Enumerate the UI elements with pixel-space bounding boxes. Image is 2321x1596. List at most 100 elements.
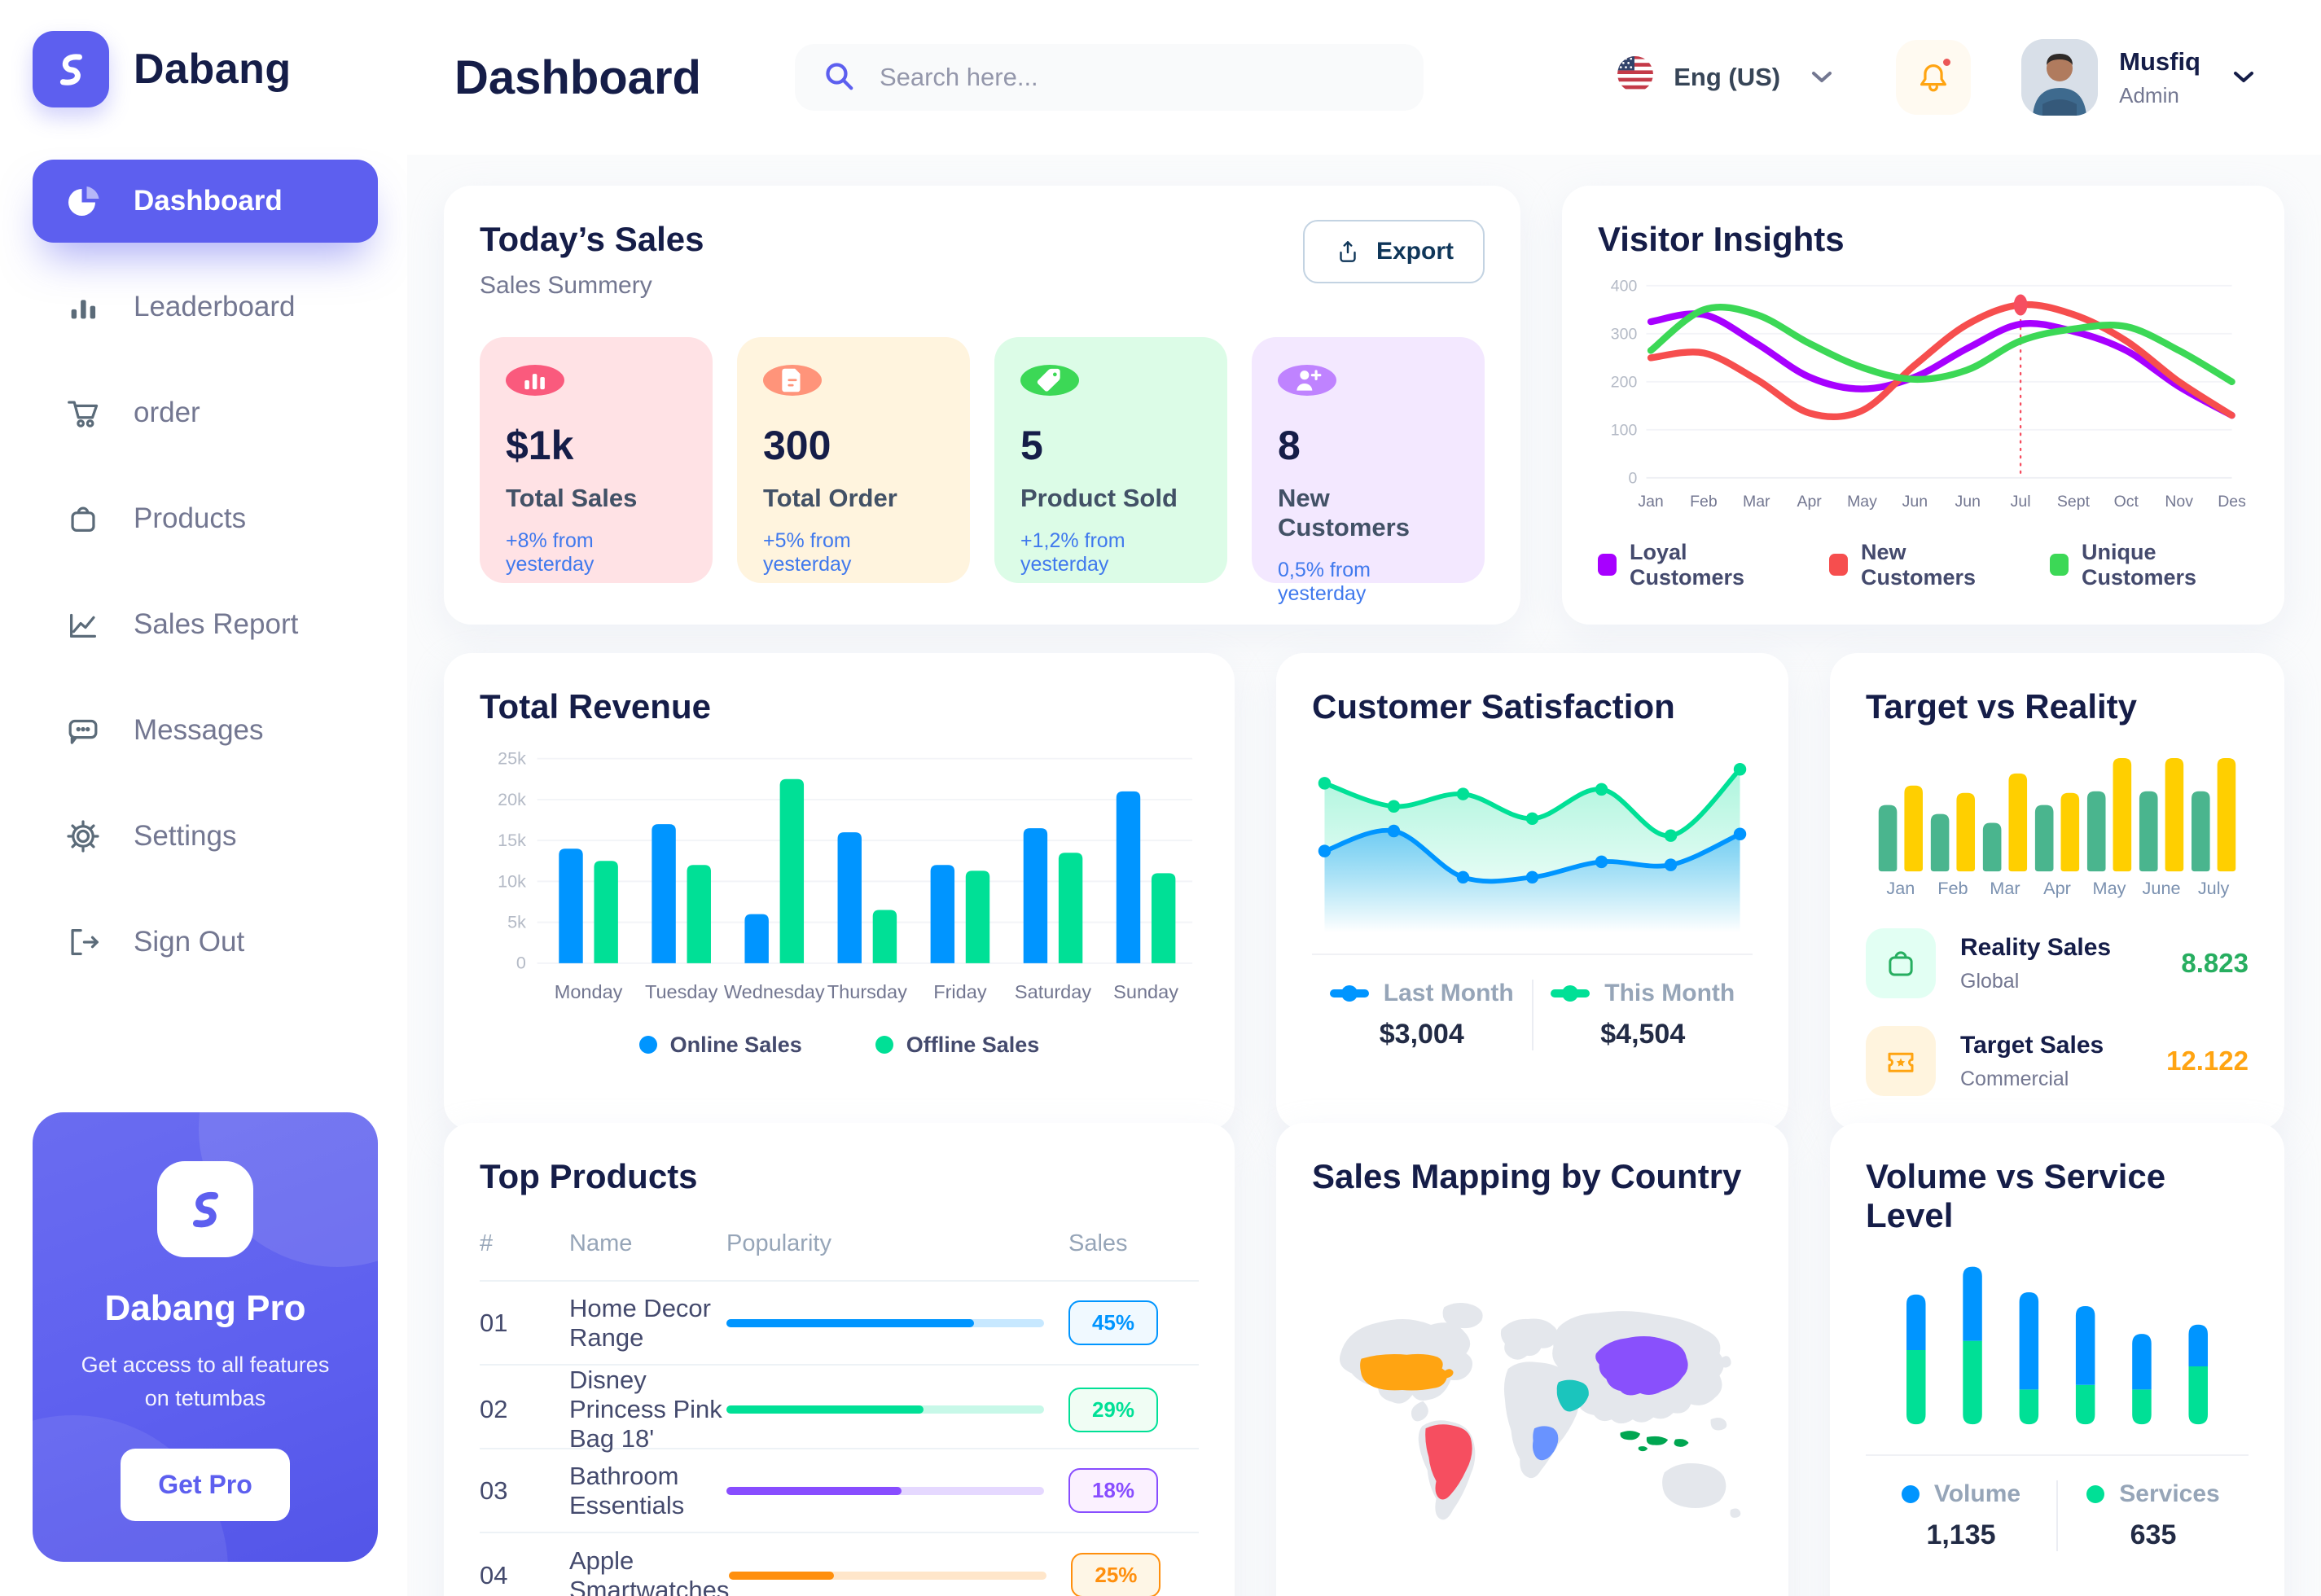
svg-text:Mar: Mar: [1743, 493, 1770, 511]
sidebar-item-dashboard[interactable]: Dashboard: [33, 160, 378, 243]
svg-text:15k: 15k: [498, 830, 526, 850]
user-menu[interactable]: Musfiq Admin: [2021, 39, 2254, 116]
svg-text:Oct: Oct: [2114, 493, 2139, 511]
top-bar: Dashboard Eng (US): [407, 0, 2321, 155]
popularity-bar: [726, 1405, 1044, 1414]
sidebar-item-label: Messages: [134, 714, 264, 746]
notifications-button[interactable]: [1896, 40, 1972, 115]
message-icon: [62, 709, 104, 752]
target-vs-reality-legend: Reality Sales Global 8.823 Target Sales: [1866, 901, 2249, 1097]
svg-text:5k: 5k: [507, 911, 526, 932]
world-map: [1312, 1204, 1753, 1596]
pro-logo-icon: [157, 1161, 253, 1257]
volume-service-title: Volume vs Service Level: [1866, 1157, 2166, 1234]
country-china: [1595, 1336, 1688, 1396]
tag-icon: [1020, 365, 1079, 396]
customer-satisfaction-legend: Last Month $3,004 This Month $4,504: [1312, 954, 1753, 1051]
main-area: Dashboard Eng (US): [407, 0, 2321, 1596]
country-united-states: [1360, 1353, 1454, 1391]
svg-text:Jan: Jan: [1638, 493, 1663, 511]
todays-sales-subtitle: Sales Summery: [480, 272, 652, 299]
stat-cards: $1k Total Sales +8% from yesterday 300 T…: [480, 337, 1485, 605]
user-name: Musfiq: [2119, 46, 2200, 76]
pro-upgrade-card: Dabang Pro Get access to all features on…: [33, 1112, 378, 1562]
sidebar-item-settings[interactable]: Settings: [33, 795, 378, 878]
sidebar: Dabang Dashboard Leaderboard order: [0, 0, 407, 1596]
top-products-card: Top Products # Name Popularity Sales 01 …: [444, 1123, 1235, 1596]
svg-text:Friday: Friday: [933, 981, 987, 1002]
svg-text:Sept: Sept: [2057, 493, 2091, 511]
gear-icon: [62, 815, 104, 857]
search-input[interactable]: [877, 62, 1397, 93]
target-vs-reality-title: Target vs Reality: [1866, 687, 2138, 726]
sidebar-item-messages[interactable]: Messages: [33, 689, 378, 772]
svg-text:200: 200: [1611, 373, 1638, 391]
sales-bars-icon: [506, 365, 564, 396]
sidebar-item-sales-report[interactable]: Sales Report: [33, 583, 378, 666]
sidebar-item-label: Settings: [134, 820, 237, 852]
us-flag-icon: [1617, 55, 1654, 99]
total-revenue-card: Total Revenue 0 5k 10k 15k 20k 25k Monday Tuesd…: [444, 653, 1235, 1131]
svg-text:25k: 25k: [498, 748, 526, 769]
volume-service-chart: [1866, 1256, 2249, 1433]
chevron-down-icon: [1811, 70, 1832, 85]
export-button[interactable]: Export: [1302, 220, 1485, 283]
sidebar-item-order[interactable]: order: [33, 371, 378, 454]
customer-satisfaction-chart: [1312, 748, 1753, 933]
svg-text:Jun: Jun: [1955, 493, 1981, 511]
svg-text:Wednesday: Wednesday: [724, 981, 825, 1002]
svg-text:400: 400: [1611, 277, 1638, 295]
sidebar-item-products[interactable]: Products: [33, 477, 378, 560]
sidebar-item-label: Dashboard: [134, 185, 283, 217]
svg-text:Apr: Apr: [1797, 493, 1822, 511]
country-dr-congo: [1532, 1426, 1559, 1461]
services-total: 635: [2130, 1519, 2177, 1550]
popularity-bar: [726, 1486, 1044, 1495]
bar-chart-icon: [62, 286, 104, 328]
sales-badge: 29%: [1068, 1387, 1158, 1432]
sidebar-item-label: order: [134, 397, 200, 428]
sidebar-item-label: Leaderboard: [134, 291, 296, 322]
table-row: 04 Apple Smartwatches 25%: [480, 1533, 1199, 1596]
stat-total-order: 300 Total Order +5% from yesterday: [737, 337, 970, 583]
receipt-icon: [763, 365, 822, 396]
svg-text:Sunday: Sunday: [1113, 981, 1178, 1002]
sidebar-item-leaderboard[interactable]: Leaderboard: [33, 265, 378, 349]
sidebar-item-sign-out[interactable]: Sign Out: [33, 901, 378, 984]
bag-icon: [1866, 928, 1936, 999]
svg-text:Saturday: Saturday: [1015, 981, 1091, 1002]
sales-badge: 25%: [1071, 1553, 1161, 1596]
sidebar-item-label: Products: [134, 502, 247, 534]
table-row: 02 Disney Princess Pink Bag 18' 29%: [480, 1366, 1199, 1453]
svg-text:300: 300: [1611, 325, 1638, 343]
get-pro-button[interactable]: Get Pro: [121, 1449, 290, 1521]
svg-text:Feb: Feb: [1690, 493, 1718, 511]
visitor-insights-legend: Loyal Customers New Customers Unique Cus…: [1598, 540, 2249, 590]
country-indonesia: [1620, 1431, 1689, 1452]
chevron-down-icon: [2233, 70, 2254, 85]
visitor-insights-title: Visitor Insights: [1598, 220, 1845, 258]
sales-mapping-card: Sales Mapping by Country: [1276, 1123, 1788, 1596]
brand: Dabang: [33, 31, 378, 107]
svg-text:May: May: [1847, 493, 1877, 511]
target-vs-reality-chart: Jan Feb Mar Apr May June July: [1866, 743, 2249, 901]
export-icon: [1340, 241, 1356, 262]
svg-text:Apr: Apr: [2043, 878, 2071, 898]
language-label: Eng (US): [1674, 63, 1781, 91]
popularity-bar: [726, 1318, 1044, 1327]
stat-total-sales: $1k Total Sales +8% from yesterday: [480, 337, 713, 583]
content: Today’s Sales Sales Summery Export: [407, 155, 2321, 1596]
user-info: Musfiq Admin: [2119, 47, 2200, 108]
svg-text:100: 100: [1611, 421, 1638, 439]
brand-logo-icon: [33, 31, 109, 107]
brand-name: Dabang: [134, 46, 292, 93]
top-products-title: Top Products: [480, 1157, 698, 1195]
total-revenue-title: Total Revenue: [480, 687, 711, 726]
language-selector[interactable]: Eng (US): [1617, 55, 1832, 99]
target-vs-reality-card: Target vs Reality Jan Feb Mar Apr May June Jul…: [1830, 653, 2284, 1131]
stat-new-customers: 8 New Customers 0,5% from yesterday: [1252, 337, 1485, 605]
todays-sales-title: Today’s Sales: [480, 220, 704, 258]
sales-badge: 45%: [1068, 1300, 1158, 1345]
search-icon: [821, 58, 857, 98]
